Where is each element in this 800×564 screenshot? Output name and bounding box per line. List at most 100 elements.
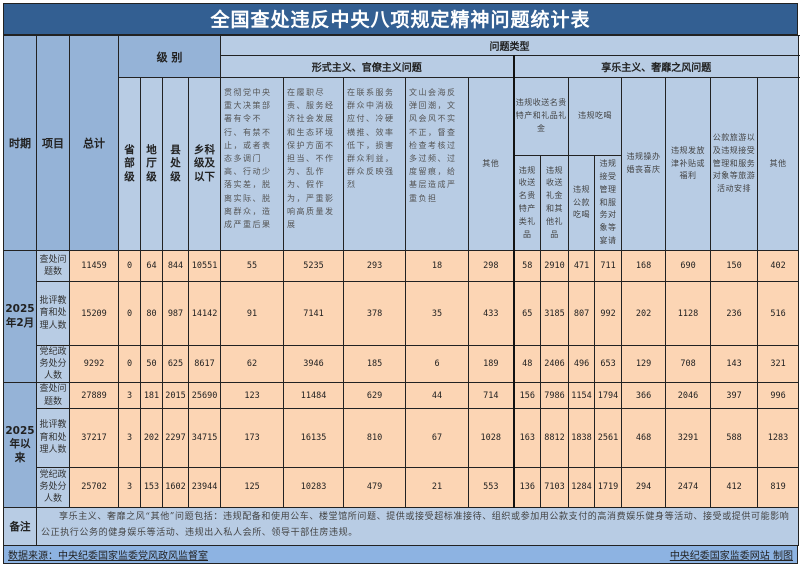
value-cell: 15209 [69,281,119,346]
value-cell: 80 [140,281,163,346]
table-row: 党纪政务处分人数 25702 3 153 1602 23944 125 10283 479 21 5… [4,466,800,508]
value-cell: 202 [621,281,667,346]
header-formalism: 形式主义、官僚主义问题 [220,55,515,78]
value-cell: 123 [220,382,285,409]
note-text: 享乐主义、奢靡之风“其他”问题包括：违规配备和使用公车、楼堂馆所问题、提供或接受… [35,506,800,546]
value-cell: 807 [568,281,596,346]
value-cell: 992 [594,281,623,346]
table-title: 全国查处违反中央八项规定精神问题统计表 [3,3,798,35]
value-cell: 18 [405,250,470,282]
item-cell: 查处问题数 [36,382,70,409]
value-cell: 44 [405,382,470,409]
value-cell: 3185 [540,281,570,346]
value-cell: 91 [220,281,285,346]
value-cell: 402 [757,250,800,282]
value-cell: 690 [665,250,712,282]
data-source: 数据来源：中央纪委国家监委党风政风监督室 [8,550,208,562]
value-cell: 2561 [594,407,623,468]
value-cell: 189 [468,344,515,384]
table-row: 批评教育和处理人数 15209 0 80 987 14142 91 7141 378 35 433 6… [4,281,800,346]
value-cell: 34715 [187,407,222,468]
value-cell: 23944 [187,466,222,508]
header-item: 项目 [36,35,70,251]
value-cell: 173 [220,407,285,468]
footer: 数据来源：中央纪委国家监委党风政风监督室 中央纪委国家监委网站 制图 [3,545,798,564]
value-cell: 0 [118,281,141,346]
note-label: 备注 [3,506,37,546]
value-cell: 8812 [540,407,570,468]
credit: 中央纪委国家监委网站 制图 [669,550,793,562]
statistics-table: 时期 项目 总计 级 别 问题类型 形式主义、官僚主义问题 享乐主义、奢靡之风问… [3,35,800,546]
value-cell: 11484 [283,382,345,409]
value-cell: 7986 [540,382,570,409]
value-cell: 0 [118,250,141,282]
value-cell: 2046 [665,382,712,409]
value-cell: 185 [343,344,407,384]
table-row: 批评教育和处理人数 37217 3 202 2297 34715 173 16135 810 67… [4,407,800,468]
value-cell: 412 [710,466,759,508]
value-cell: 708 [665,344,712,384]
item-cell: 党纪政务处分人数 [36,344,70,384]
value-cell: 714 [468,382,515,409]
value-cell: 2406 [540,344,570,384]
value-cell: 27889 [69,382,119,409]
header-formalism-item: 在履职尽责、服务经济社会发展和生态环境保护方面不担当、不作为、乱作为、假作为，严… [283,77,345,251]
header-formalism-other: 其他 [468,77,515,251]
period-cell: 2025年2月 [3,249,37,384]
header-formalism-item: 贯彻党中央重大决策部署有令不行、有禁不止，或者表态多调门高、行动少落实差，脱离实… [220,77,285,251]
value-cell: 588 [710,407,759,468]
header-level-group: 级 别 [117,35,222,78]
value-cell: 653 [594,344,623,384]
value-cell: 293 [343,250,407,282]
value-cell: 810 [343,407,407,468]
value-cell: 48 [512,344,542,384]
value-cell: 2910 [540,250,570,282]
value-cell: 1154 [568,382,596,409]
value-cell: 1794 [594,382,623,409]
value-cell: 3 [118,407,141,468]
value-cell: 987 [162,281,189,346]
value-cell: 8617 [187,344,222,384]
value-cell: 2015 [162,382,189,409]
table-row: 2025年以来 查处问题数 27889 3 181 2015 25690 123 11484 62… [3,382,800,508]
value-cell: 7141 [283,281,345,346]
header-gifts-money: 违规收送礼金和其他礼品 [540,155,570,251]
value-cell: 136 [512,466,542,508]
item-cell: 查处问题数 [36,250,70,282]
value-cell: 25702 [69,466,119,508]
value-cell: 553 [468,466,515,508]
value-cell: 1284 [568,466,596,508]
value-cell: 202 [140,407,163,468]
value-cell: 163 [512,407,542,468]
value-cell: 9292 [69,344,119,384]
header-level-province: 省部级 [118,77,141,251]
value-cell: 65 [512,281,542,346]
value-cell: 50 [140,344,163,384]
header-level-prefecture: 地厅级 [140,77,163,251]
header-hedonism: 享乐主义、奢靡之风问题 [512,55,800,78]
header-hedonism-other: 其他 [757,77,800,251]
value-cell: 844 [162,250,189,282]
header-gifts-specialties: 违规收送名贵特产类礼品 [512,155,542,251]
value-cell: 294 [621,466,667,508]
value-cell: 5235 [283,250,345,282]
value-cell: 129 [621,344,667,384]
statistics-table-container: 全国查处违反中央八项规定精神问题统计表 时期 项目 总计 级 别 问题类型 形式… [3,3,800,564]
value-cell: 3291 [665,407,712,468]
period-cell: 2025年以来 [3,382,37,508]
item-cell: 批评教育和处理人数 [36,407,70,468]
value-cell: 14142 [187,281,222,346]
header-dining: 违规吃喝 [568,77,623,156]
value-cell: 153 [140,466,163,508]
header-period: 时期 [3,35,37,251]
value-cell: 0 [118,344,141,384]
value-cell: 1283 [757,407,800,468]
value-cell: 21 [405,466,470,508]
value-cell: 11459 [69,250,119,282]
value-cell: 397 [710,382,759,409]
header-allowances: 违规发放津补贴或福利 [665,77,712,251]
value-cell: 433 [468,281,515,346]
value-cell: 125 [220,466,285,508]
value-cell: 64 [140,250,163,282]
value-cell: 1838 [568,407,596,468]
